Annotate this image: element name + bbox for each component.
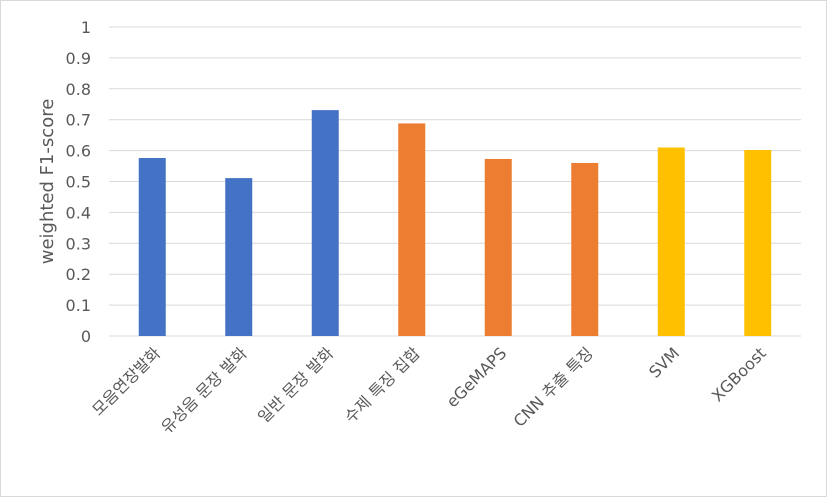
bar	[744, 149, 772, 336]
y-axis-title: weighted F1-score	[37, 99, 58, 265]
x-category-label: XGBoost	[708, 344, 770, 406]
y-tick-label: 0.4	[66, 203, 91, 222]
x-category-label: 수제 특징 집합	[341, 343, 424, 426]
y-axis-ticks: 0 0.1 0.2 0.3 0.4 0.5 0.6 0.7 0.8 0.9 1	[66, 18, 91, 346]
gridlines	[109, 26, 801, 337]
bar	[138, 158, 166, 336]
y-tick-label: 0.5	[66, 173, 91, 192]
y-tick-label: 0.8	[66, 80, 91, 99]
x-category-label: CNN 추출 특징	[510, 344, 597, 431]
x-category-label: 유성음 문장 발화	[157, 343, 251, 437]
bar	[398, 123, 426, 337]
y-tick-label: 0.6	[66, 142, 91, 161]
bars	[138, 110, 772, 337]
x-category-label: SVM	[645, 344, 683, 382]
x-category-label: eGeMAPS	[443, 344, 511, 412]
x-category-label: 모음연장발화	[88, 343, 164, 419]
y-tick-label: 0.2	[66, 265, 91, 284]
bar	[571, 162, 599, 336]
y-tick-label: 0.7	[66, 111, 91, 130]
y-tick-label: 0.1	[66, 296, 91, 315]
bar	[657, 147, 685, 336]
bar	[225, 178, 253, 336]
y-tick-label: 1	[81, 18, 91, 37]
bar	[484, 158, 512, 336]
y-tick-label: 0.9	[66, 49, 91, 68]
bar	[311, 110, 339, 336]
y-tick-label: 0.3	[66, 234, 91, 253]
y-tick-label: 0	[81, 327, 91, 346]
x-category-label: 일반 문장 발화	[254, 343, 337, 426]
